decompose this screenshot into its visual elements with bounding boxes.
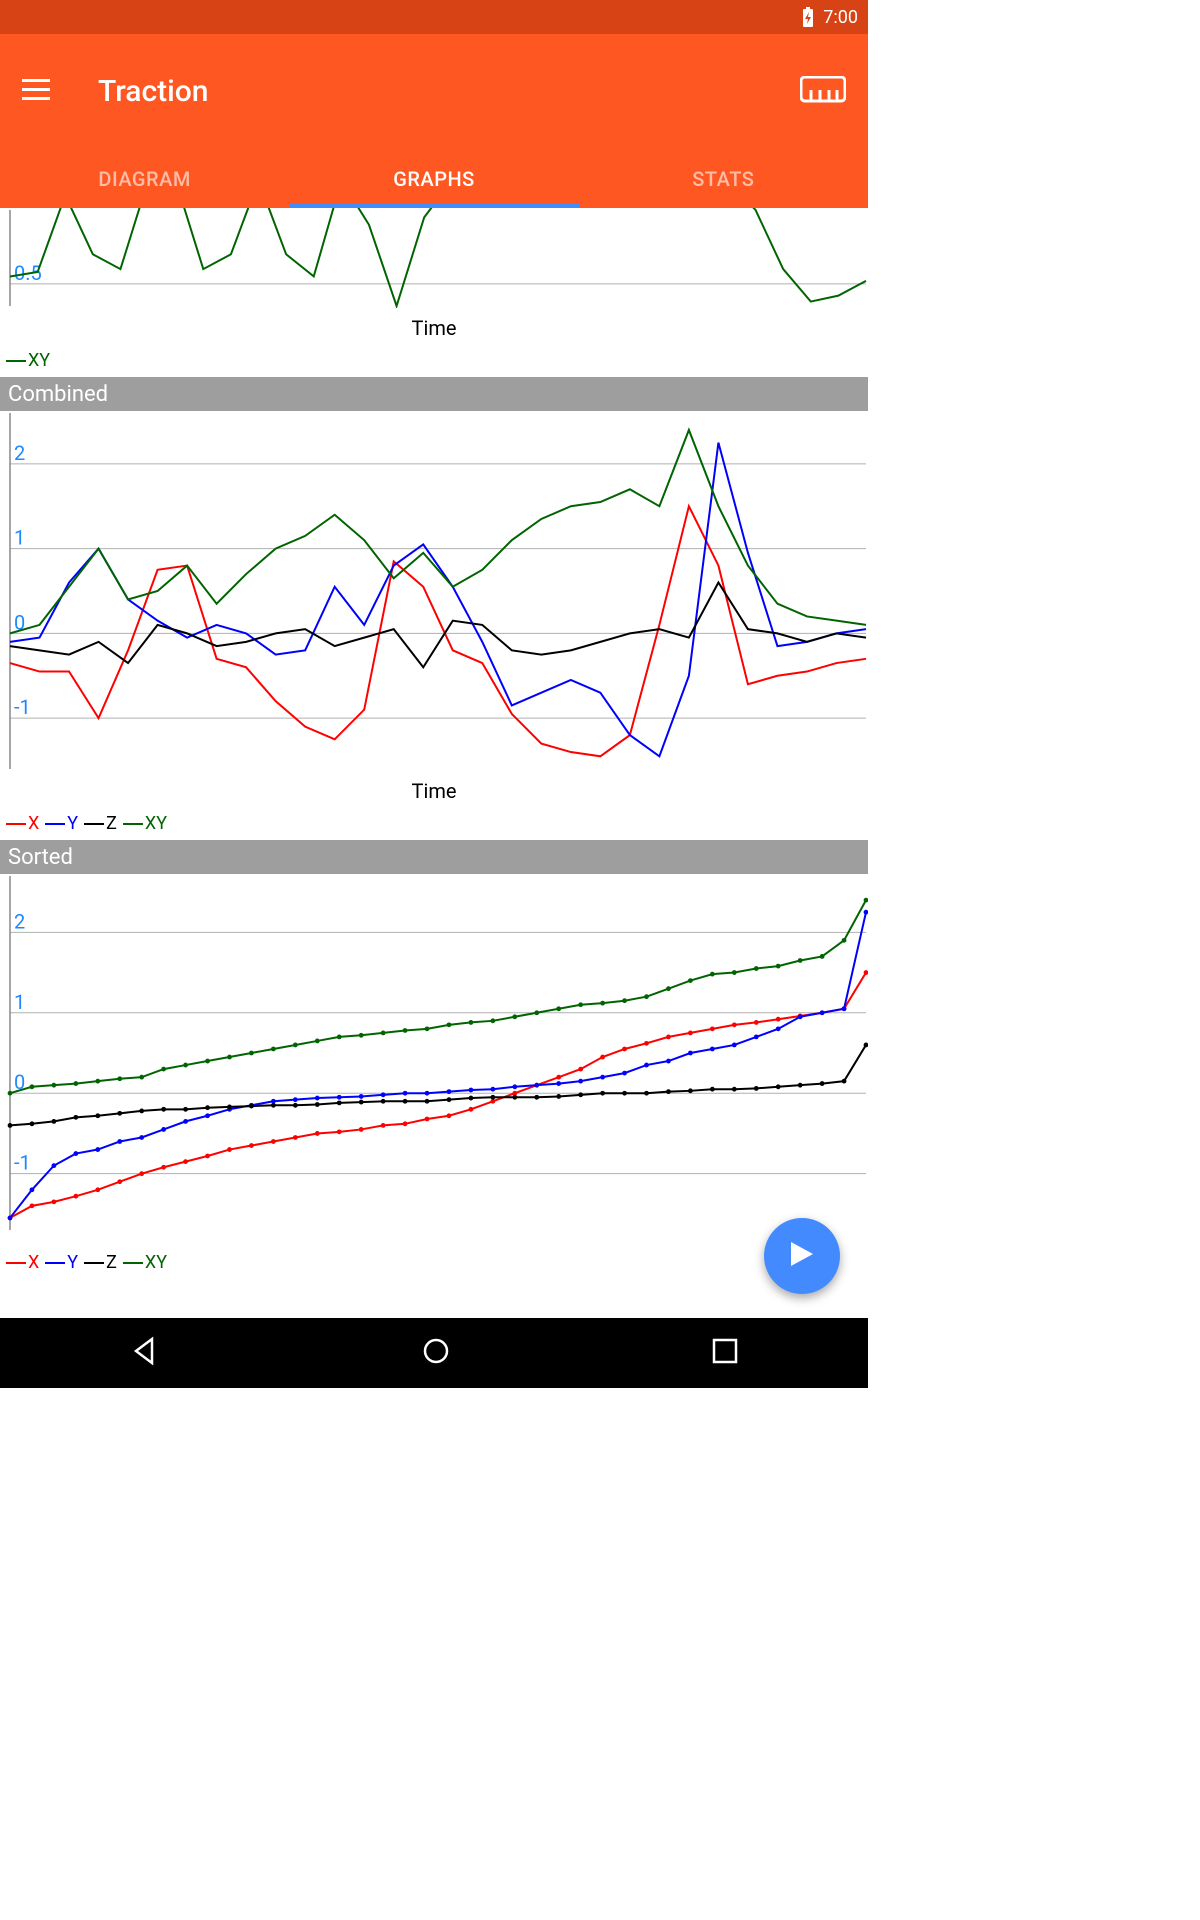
app-title: Traction xyxy=(98,74,800,109)
android-nav-bar xyxy=(0,1318,868,1388)
svg-text:1: 1 xyxy=(14,990,25,1014)
legend-item-x: X xyxy=(6,813,39,834)
legend-item-y: Y xyxy=(45,1252,78,1273)
chart-sorted-legend: X Y Z XY xyxy=(0,1250,868,1279)
tabs: DIAGRAM GRAPHS STATS xyxy=(0,149,868,208)
legend-swatch xyxy=(123,823,143,825)
legend-label: XY xyxy=(145,1252,167,1273)
legend-item-z: Z xyxy=(84,813,117,834)
legend-item-xy: XY xyxy=(6,350,50,371)
chart-top: 0.5 xyxy=(0,208,868,308)
nav-back-icon[interactable] xyxy=(130,1336,160,1370)
tab-graphs[interactable]: GRAPHS xyxy=(289,149,578,208)
svg-text:1: 1 xyxy=(14,526,25,550)
battery-charging-icon xyxy=(801,7,815,27)
legend-label: Y xyxy=(67,813,78,834)
nav-home-icon[interactable] xyxy=(421,1336,451,1370)
svg-text:-1: -1 xyxy=(14,695,31,719)
svg-text:2: 2 xyxy=(14,909,25,933)
legend-swatch xyxy=(6,1262,26,1264)
legend-item-x: X xyxy=(6,1252,39,1273)
menu-icon[interactable] xyxy=(22,79,50,105)
chart-top-xlabel: Time xyxy=(0,308,868,348)
legend-label: XY xyxy=(145,813,167,834)
section-header-combined: Combined xyxy=(0,377,868,411)
legend-label: XY xyxy=(28,350,50,371)
svg-text:2: 2 xyxy=(14,441,25,465)
legend-item-z: Z xyxy=(84,1252,117,1273)
legend-label: X xyxy=(28,813,39,834)
chart-sorted: -1012 xyxy=(0,874,868,1232)
legend-label: Z xyxy=(106,813,117,834)
ruler-icon[interactable] xyxy=(800,76,846,108)
legend-item-xy: XY xyxy=(123,813,167,834)
tab-stats[interactable]: STATS xyxy=(579,149,868,208)
chart-combined-xlabel: Time xyxy=(0,771,868,811)
legend-item-xy: XY xyxy=(123,1252,167,1273)
legend-swatch xyxy=(123,1262,143,1264)
nav-recent-icon[interactable] xyxy=(712,1338,738,1368)
status-time: 7:00 xyxy=(823,7,858,28)
play-icon xyxy=(789,1240,815,1272)
play-fab[interactable] xyxy=(764,1218,840,1294)
legend-item-y: Y xyxy=(45,813,78,834)
tab-diagram[interactable]: DIAGRAM xyxy=(0,149,289,208)
legend-swatch xyxy=(45,823,65,825)
legend-swatch xyxy=(6,360,26,362)
chart-combined: -1012 xyxy=(0,411,868,771)
legend-swatch xyxy=(84,1262,104,1264)
chart-top-legend: XY xyxy=(0,348,868,377)
status-bar: 7:00 xyxy=(0,0,868,34)
svg-text:-1: -1 xyxy=(14,1151,31,1175)
legend-swatch xyxy=(6,823,26,825)
app-bar: Traction DIAGRAM GRAPHS STATS xyxy=(0,34,868,208)
chart-combined-legend: X Y Z XY xyxy=(0,811,868,840)
legend-label: Y xyxy=(67,1252,78,1273)
charts-scroll-region[interactable]: 0.5 Time XY Combined -1012 Time X Y Z XY… xyxy=(0,208,868,1318)
section-header-sorted: Sorted xyxy=(0,840,868,874)
legend-label: Z xyxy=(106,1252,117,1273)
legend-swatch xyxy=(45,1262,65,1264)
legend-swatch xyxy=(84,823,104,825)
legend-label: X xyxy=(28,1252,39,1273)
